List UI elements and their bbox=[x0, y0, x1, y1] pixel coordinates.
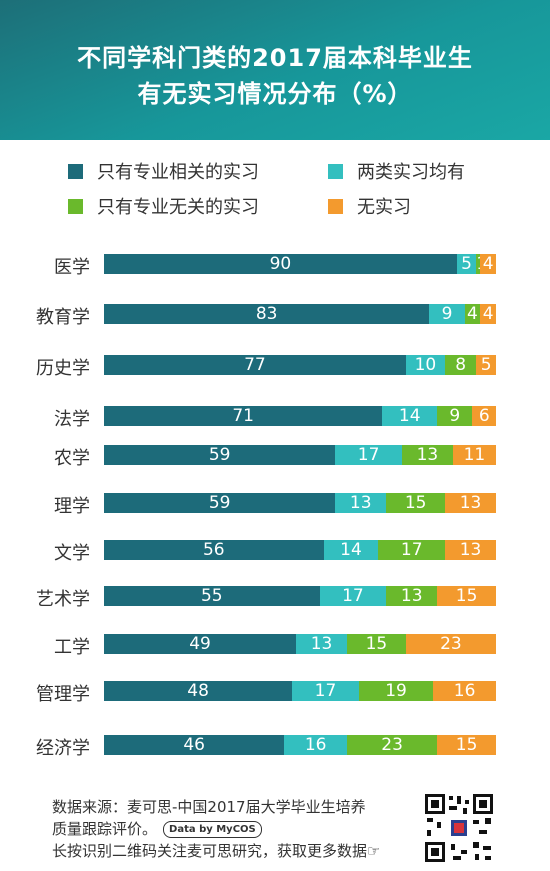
legend-label: 只有专业相关的实习 bbox=[97, 162, 259, 183]
bar-segment: 48 bbox=[104, 681, 293, 701]
category-label: 管理学 bbox=[36, 684, 90, 705]
bar-segment: 49 bbox=[104, 634, 297, 654]
bar-segment: 56 bbox=[104, 540, 324, 560]
bar-segment: 46 bbox=[104, 735, 285, 755]
bar-segment: 59 bbox=[104, 493, 336, 513]
bar-segment: 6 bbox=[472, 406, 496, 426]
bar-segment: 59 bbox=[104, 445, 336, 465]
bar-segment: 5 bbox=[476, 355, 496, 375]
bar-segment: 11 bbox=[452, 445, 496, 465]
bar-segment: 17 bbox=[378, 540, 446, 560]
footer-qr-hint: 长按识别二维码关注麦可思研究，获取更多数据☞ bbox=[52, 842, 381, 860]
bar-segment: 17 bbox=[335, 445, 402, 465]
legend-swatch bbox=[68, 198, 83, 214]
bar-segment: 15 bbox=[386, 493, 446, 513]
bar-segment: 14 bbox=[323, 540, 379, 560]
footer-source-line2: 质量跟踪评价。 Data by MyCOS bbox=[52, 818, 262, 839]
bar-segment: 13 bbox=[445, 540, 496, 560]
category-label: 文学 bbox=[54, 543, 90, 564]
category-label: 教育学 bbox=[36, 307, 90, 328]
bar-segment: 77 bbox=[104, 355, 406, 375]
bar-segment: 90 bbox=[104, 254, 457, 274]
category-label: 农学 bbox=[54, 448, 90, 469]
bar-segment: 8 bbox=[445, 355, 477, 375]
legend-item: 无实习 bbox=[328, 195, 411, 218]
legend-item: 只有专业相关的实习 bbox=[68, 160, 259, 183]
legend-item: 只有专业无关的实习 bbox=[68, 195, 259, 218]
bar-segment: 71 bbox=[104, 406, 383, 426]
bar-segment: 13 bbox=[296, 634, 348, 654]
bar-segment: 16 bbox=[433, 681, 496, 701]
bar-segment: 16 bbox=[284, 735, 348, 755]
bar-segment: 5 bbox=[456, 254, 477, 274]
category-label: 医学 bbox=[54, 257, 90, 278]
legend-label: 两类实习均有 bbox=[357, 162, 465, 183]
legend-swatch bbox=[68, 163, 83, 179]
bar-segment: 17 bbox=[319, 586, 387, 606]
bar-segment: 13 bbox=[386, 586, 438, 606]
bar-segment: 15 bbox=[347, 634, 406, 654]
footer-source-line2-text: 质量跟踪评价。 bbox=[52, 820, 158, 838]
bar-segment: 10 bbox=[405, 355, 446, 375]
bar-segment: 9 bbox=[429, 304, 465, 324]
bar-segment: 55 bbox=[104, 586, 320, 606]
bar-segment: 83 bbox=[104, 304, 430, 324]
bar-segment: 13 bbox=[335, 493, 387, 513]
qr-code-icon[interactable] bbox=[423, 792, 495, 864]
bar-segment: 9 bbox=[437, 406, 473, 426]
category-label: 工学 bbox=[54, 637, 90, 658]
data-by-mycos-badge: Data by MyCOS bbox=[163, 821, 262, 838]
category-label: 艺术学 bbox=[36, 589, 90, 610]
header-banner: 不同学科门类的2017届本科毕业生 有无实习情况分布（%） bbox=[0, 0, 550, 140]
category-label: 法学 bbox=[54, 409, 90, 430]
legend-swatch bbox=[328, 163, 343, 179]
bar-segment: 13 bbox=[401, 445, 453, 465]
bar-segment: 15 bbox=[437, 586, 496, 606]
bar-segment: 23 bbox=[405, 634, 496, 654]
chart-title-line2: 有无实习情况分布（%） bbox=[137, 80, 413, 108]
category-label: 历史学 bbox=[36, 358, 90, 379]
bar-segment: 23 bbox=[347, 735, 438, 755]
chart-title-line1: 不同学科门类的2017届本科毕业生 bbox=[77, 44, 473, 72]
footer-source-line1: 数据来源：麦可思-中国2017届大学毕业生培养 bbox=[52, 798, 366, 816]
bar-segment: 15 bbox=[437, 735, 496, 755]
legend-item: 两类实习均有 bbox=[328, 160, 465, 183]
bar-segment: 13 bbox=[445, 493, 496, 513]
bar-segment: 4 bbox=[480, 254, 496, 274]
bar-segment: 14 bbox=[382, 406, 438, 426]
bar-segment: 17 bbox=[292, 681, 359, 701]
bar-segment: 4 bbox=[464, 304, 481, 324]
bar-segment: 19 bbox=[358, 681, 434, 701]
category-label: 理学 bbox=[54, 496, 90, 517]
legend-label: 无实习 bbox=[357, 197, 411, 218]
bar-segment: 1 bbox=[476, 254, 481, 274]
legend-label: 只有专业无关的实习 bbox=[97, 197, 259, 218]
bar-segment: 4 bbox=[480, 304, 496, 324]
legend-swatch bbox=[328, 198, 343, 214]
category-label: 经济学 bbox=[36, 738, 90, 759]
